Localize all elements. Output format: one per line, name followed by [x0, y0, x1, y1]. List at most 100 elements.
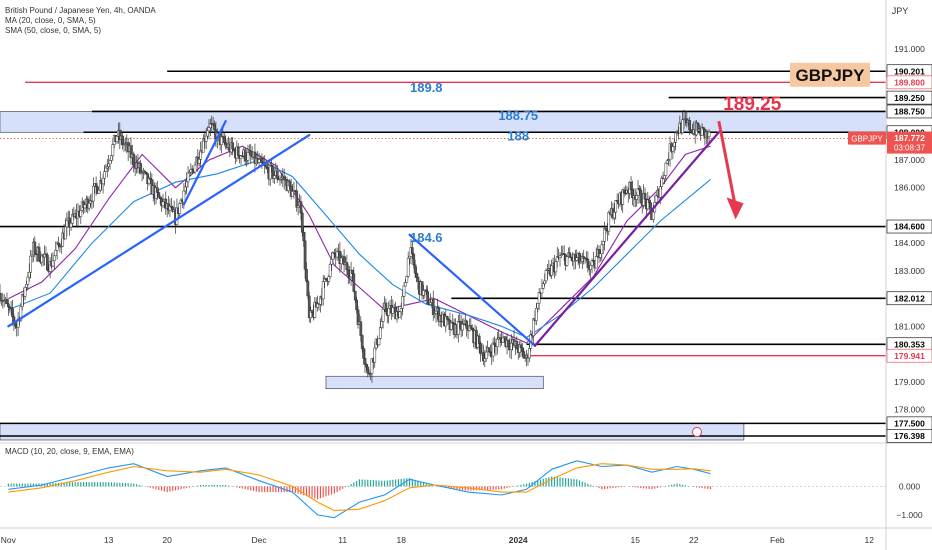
level-tag-text-10: 176.398: [894, 431, 925, 441]
candle-body-321: [445, 316, 449, 320]
candle-body-474: [658, 186, 662, 198]
candle-body-424: [589, 265, 593, 270]
candle-body-81: [111, 144, 115, 157]
y-tick-6: 186.000: [894, 183, 925, 193]
candle-body-290: [402, 285, 406, 297]
y-tick-1: 178.000: [894, 405, 925, 415]
x-tick-6: 2024: [509, 535, 528, 545]
candle-body-256: [355, 299, 358, 311]
candle-body-386: [536, 302, 540, 309]
zone-1: [325, 375, 544, 390]
candle-body-292: [405, 276, 409, 283]
x-tick-1: 13: [104, 535, 114, 545]
candle-body-376: [522, 351, 526, 359]
candle-body-194: [268, 164, 272, 180]
symbol-price-tag-bg: [848, 131, 886, 145]
candle-body-260: [360, 335, 364, 349]
candle-body-173: [239, 155, 243, 160]
candle-body-133: [183, 186, 187, 192]
candle-body-161: [222, 136, 226, 143]
candle-body-188: [260, 158, 264, 164]
candle-body-22: [29, 255, 32, 273]
legend-ma20: MA (20, close, 0, SMA, 5): [5, 16, 96, 25]
candle-body-148: [204, 135, 208, 142]
candle-body-313: [434, 310, 438, 314]
level-tag-bg-3: [886, 104, 932, 119]
candle-body-159: [220, 136, 223, 146]
macd-pane: [0, 460, 886, 519]
candle-body-459: [638, 188, 641, 191]
candle-body-38: [51, 260, 55, 267]
candle-body-149: [206, 130, 209, 137]
y-tick-8: 191.000: [894, 44, 925, 54]
candle-body-249: [345, 262, 349, 271]
candle-body-18: [23, 287, 27, 297]
macd-y-tick-1: −1.000: [896, 510, 923, 520]
candle-body-298: [413, 264, 417, 274]
candle-body-414: [575, 257, 579, 261]
candle-body-208: [288, 180, 292, 187]
level-tag-text-2: 189.250: [894, 93, 925, 103]
currency-label[interactable]: JPY: [892, 6, 909, 16]
candle-body-15: [19, 306, 23, 321]
x-tick-7: 15: [631, 535, 641, 545]
candle-body-216: [299, 201, 303, 214]
trendline-0: [7, 133, 311, 328]
candle-body-269: [373, 347, 377, 363]
candle-body-255: [353, 291, 357, 301]
candle-body-76: [104, 167, 108, 172]
candle-body-442: [614, 200, 618, 213]
candle-body-300: [416, 277, 420, 282]
candle-body-338: [469, 325, 473, 329]
candle-body-61: [83, 204, 87, 209]
candle-body-273: [378, 327, 382, 339]
level-tag-text-6: 182.012: [894, 293, 925, 303]
candle-body-344: [477, 335, 481, 344]
candle-body-217: [300, 212, 304, 233]
level-tag-text-5: 184.600: [894, 222, 925, 232]
candle-body-96: [132, 153, 136, 165]
candle-body-355: [493, 342, 496, 346]
candle-body-6: [7, 303, 10, 308]
level-tag-bg-8: [886, 348, 932, 363]
candle-body-448: [622, 189, 626, 194]
candle-body-101: [139, 163, 143, 173]
level-tag-text-9: 177.500: [894, 419, 925, 429]
candle-body-64: [87, 203, 91, 209]
candle-body-186: [257, 159, 261, 163]
candle-body-277: [384, 302, 388, 312]
annotation-2: 188: [507, 129, 529, 144]
candle-body-224: [310, 310, 314, 314]
candle-body-349: [484, 351, 488, 360]
current-price-countdown: 03:08:37: [894, 144, 926, 153]
candle-body-466: [647, 199, 651, 204]
candle-body-67: [91, 185, 95, 202]
candle-body-250: [346, 269, 350, 276]
candle-body-390: [541, 283, 545, 289]
candle-body-307: [426, 291, 430, 305]
candle-body-192: [266, 166, 269, 170]
level-tag-bg-6: [886, 291, 932, 306]
candle-body-463: [643, 192, 647, 200]
current-price-tag-bg: [887, 131, 932, 154]
candle-body-114: [157, 192, 161, 198]
candle-body-117: [161, 201, 165, 207]
candle-body-242: [335, 251, 339, 258]
annotation-4: 189.25: [723, 94, 782, 115]
candle-body-69: [94, 183, 98, 188]
x-tick-3: Dec: [252, 535, 268, 545]
current-price-value: 187.772: [894, 133, 925, 143]
candle-body-361: [501, 337, 505, 343]
candle-body-42: [57, 242, 60, 246]
candle-body-39: [52, 255, 56, 262]
candle-body-380: [528, 348, 531, 359]
candle-body-293: [406, 257, 410, 277]
candle-body-254: [352, 273, 356, 292]
candle-body-479: [665, 160, 669, 164]
candle-body-167: [231, 142, 234, 150]
legend-title: British Pound / Japanese Yen, 4h, OANDA: [5, 6, 156, 15]
candle-body-306: [424, 289, 428, 292]
candle-body-220: [305, 268, 308, 282]
candle-body-309: [429, 302, 432, 305]
